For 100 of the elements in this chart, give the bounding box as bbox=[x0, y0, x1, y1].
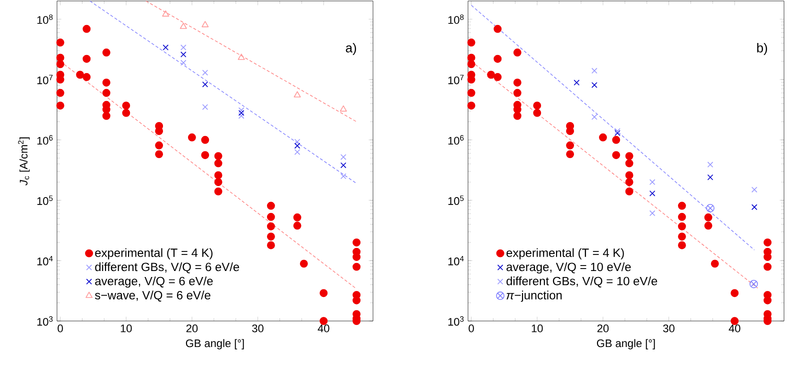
point bbox=[102, 88, 110, 97]
legend-label: different GBs, V/Q = 6 eV/e bbox=[95, 262, 240, 274]
point bbox=[494, 73, 502, 82]
point bbox=[266, 241, 275, 250]
legend-label: experimental (T = 4 K) bbox=[506, 248, 624, 260]
point bbox=[201, 136, 210, 144]
point bbox=[467, 102, 476, 110]
point bbox=[102, 78, 110, 87]
point bbox=[102, 48, 110, 57]
point bbox=[487, 70, 496, 79]
point bbox=[678, 202, 686, 210]
point bbox=[706, 204, 714, 212]
point bbox=[162, 44, 169, 50]
point bbox=[678, 222, 686, 230]
point bbox=[649, 210, 656, 216]
x-tick-label: 10 bbox=[532, 324, 543, 332]
x-tick-label: 30 bbox=[252, 324, 264, 332]
point bbox=[266, 232, 275, 241]
point bbox=[76, 70, 84, 79]
point bbox=[467, 38, 476, 47]
point bbox=[352, 262, 361, 271]
point bbox=[294, 138, 300, 145]
point bbox=[340, 162, 346, 168]
point bbox=[238, 110, 244, 116]
point bbox=[513, 48, 522, 57]
point bbox=[202, 104, 208, 110]
point bbox=[102, 112, 110, 120]
point bbox=[238, 107, 244, 114]
point bbox=[513, 88, 522, 97]
point bbox=[266, 222, 275, 230]
point bbox=[122, 102, 130, 110]
point bbox=[266, 212, 275, 221]
point bbox=[751, 204, 758, 210]
x-tick-label: 40 bbox=[728, 324, 740, 332]
point bbox=[238, 112, 244, 119]
point bbox=[266, 202, 275, 210]
legend-label: experimental (T = 4 K) bbox=[95, 248, 212, 260]
point bbox=[625, 152, 634, 160]
y-tick-label: 10$^{3}$ bbox=[448, 316, 464, 326]
point bbox=[155, 150, 164, 158]
point bbox=[202, 81, 208, 88]
point bbox=[155, 141, 164, 150]
point bbox=[533, 102, 542, 110]
legend-label: s−wave, V/Q = 6 eV/e bbox=[94, 290, 210, 302]
point bbox=[294, 91, 301, 98]
point bbox=[678, 212, 686, 221]
point bbox=[612, 136, 620, 144]
point bbox=[56, 88, 64, 97]
point bbox=[566, 150, 574, 158]
point bbox=[180, 52, 186, 58]
y-tick-label: 10$^{6}$ bbox=[448, 135, 464, 145]
point bbox=[214, 187, 222, 196]
point bbox=[82, 24, 91, 33]
point bbox=[625, 171, 634, 180]
point bbox=[591, 82, 598, 88]
point bbox=[574, 80, 580, 86]
point bbox=[340, 105, 347, 112]
point bbox=[56, 102, 64, 110]
point bbox=[764, 238, 772, 246]
point bbox=[494, 24, 502, 33]
y-axis-title: J$_{c}$ [A/cm$^{2}$] bbox=[18, 137, 30, 186]
point bbox=[300, 260, 308, 268]
point bbox=[293, 213, 302, 222]
legend-label: average, V/Q = 6 eV/e bbox=[95, 276, 213, 288]
x-axis-title: GB angle [°] bbox=[596, 339, 655, 350]
point bbox=[707, 162, 714, 168]
point bbox=[704, 222, 712, 230]
point bbox=[56, 60, 64, 68]
point bbox=[201, 151, 210, 160]
point bbox=[730, 289, 739, 298]
y-tick-label: 10$^{6}$ bbox=[37, 135, 53, 145]
point bbox=[710, 260, 719, 268]
point bbox=[513, 78, 522, 87]
x-tick-label: 20 bbox=[597, 324, 609, 332]
point bbox=[202, 21, 209, 28]
point bbox=[202, 70, 208, 76]
point bbox=[704, 213, 712, 222]
point bbox=[340, 154, 346, 160]
point bbox=[750, 280, 758, 288]
point bbox=[180, 22, 187, 29]
y-tick-label: 10$^{3}$ bbox=[37, 316, 53, 326]
point bbox=[294, 149, 300, 155]
point bbox=[649, 190, 656, 196]
y-tick-label: 10$^{7}$ bbox=[448, 74, 464, 84]
x-tick-label: 40 bbox=[318, 324, 330, 332]
point bbox=[56, 38, 64, 47]
point bbox=[320, 317, 328, 325]
y-tick-label: 10$^{5}$ bbox=[448, 196, 464, 205]
x-tick-label: 20 bbox=[186, 324, 198, 332]
point bbox=[320, 289, 328, 298]
point bbox=[751, 186, 758, 193]
point bbox=[82, 54, 91, 63]
point bbox=[352, 238, 361, 246]
point bbox=[294, 142, 300, 149]
point bbox=[707, 174, 714, 180]
point bbox=[513, 112, 522, 120]
point bbox=[533, 108, 542, 117]
point bbox=[678, 232, 686, 241]
legend-label: π−junction bbox=[506, 290, 562, 302]
point bbox=[625, 178, 634, 186]
